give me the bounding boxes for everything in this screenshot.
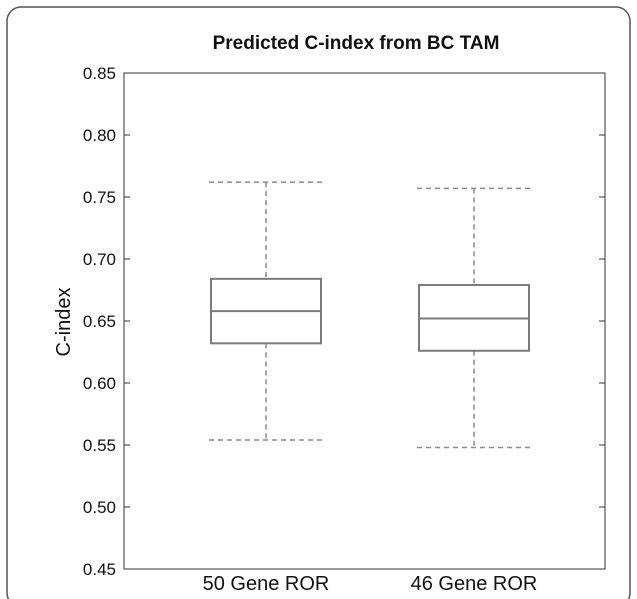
- plot-area-frame: [123, 72, 606, 570]
- box-series: [209, 181, 531, 449]
- y-tick-label: 0.75: [83, 188, 116, 207]
- y-tick-label: 0.85: [83, 64, 116, 83]
- y-tick-label: 0.45: [83, 560, 116, 579]
- y-tick-label: 0.60: [83, 374, 116, 393]
- y-tick-label: 0.50: [83, 498, 116, 517]
- chart-title: Predicted C-index from BC TAM: [213, 33, 500, 54]
- y-axis-ticks: 0.45 0.50 0.55 0.60 0.65 0.70 0.75 0.80 0.85: [83, 64, 605, 579]
- x-category-label: 46 Gene ROR: [411, 573, 538, 595]
- y-tick-label: 0.70: [83, 250, 116, 269]
- x-category-label: 50 Gene ROR: [203, 573, 330, 595]
- y-tick-label: 0.65: [83, 312, 116, 331]
- box-2: [417, 187, 531, 449]
- x-axis-categories: 50 Gene ROR 46 Gene ROR: [203, 573, 538, 595]
- y-tick-label: 0.80: [83, 126, 116, 145]
- y-tick-label: 0.55: [83, 436, 116, 455]
- y-axis-label: C-index: [53, 288, 75, 357]
- box-1: [209, 181, 323, 441]
- figure-frame: [6, 6, 631, 599]
